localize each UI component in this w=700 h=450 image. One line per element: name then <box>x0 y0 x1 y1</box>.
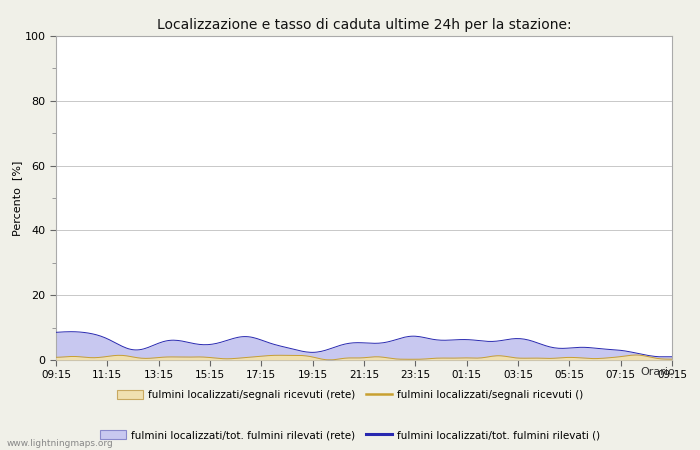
Text: www.lightningmaps.org: www.lightningmaps.org <box>7 439 113 448</box>
Legend: fulmini localizzati/tot. fulmini rilevati (rete), fulmini localizzati/tot. fulmi: fulmini localizzati/tot. fulmini rilevat… <box>100 430 600 440</box>
Title: Localizzazione e tasso di caduta ultime 24h per la stazione:: Localizzazione e tasso di caduta ultime … <box>157 18 571 32</box>
Legend: fulmini localizzati/segnali ricevuti (rete), fulmini localizzati/segnali ricevut: fulmini localizzati/segnali ricevuti (re… <box>117 390 583 400</box>
Text: Orario: Orario <box>640 367 676 377</box>
Y-axis label: Percento  [%]: Percento [%] <box>12 160 22 236</box>
